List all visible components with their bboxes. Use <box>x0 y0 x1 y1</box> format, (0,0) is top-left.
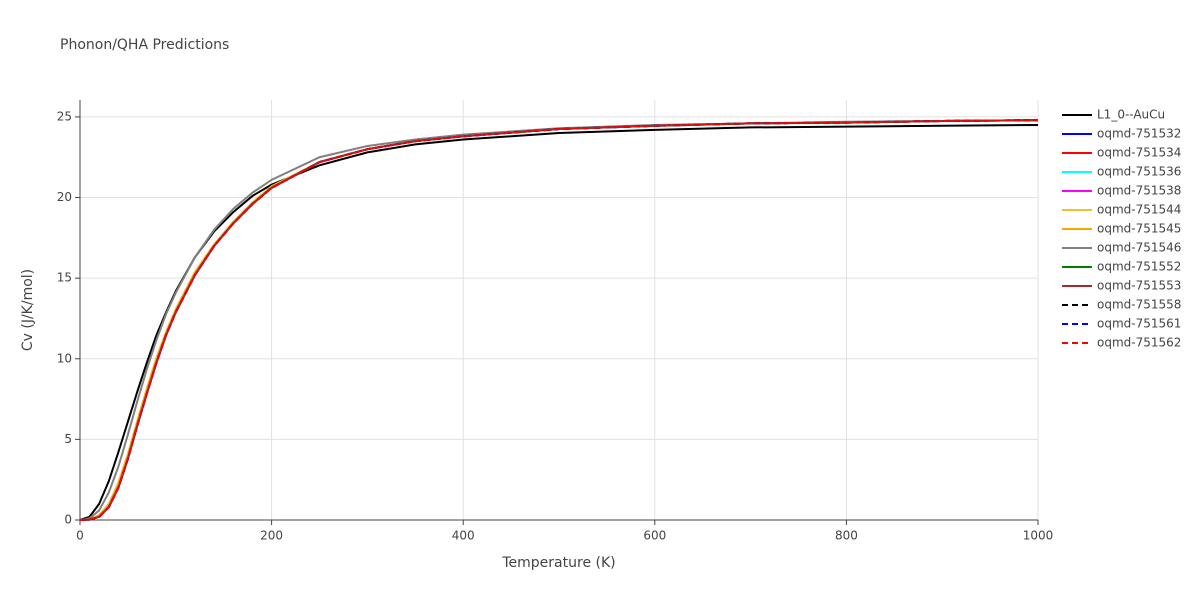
x-tick-label: 1000 <box>1023 529 1054 543</box>
legend-label: oqmd-751553 <box>1097 279 1181 293</box>
series-line <box>79 123 1039 521</box>
series-line <box>79 119 1039 521</box>
x-tick-label: 400 <box>452 529 475 543</box>
x-tick-label: 800 <box>835 529 858 543</box>
y-tick-label: 10 <box>57 351 72 365</box>
series-line <box>79 119 1039 521</box>
series-line <box>79 119 1039 521</box>
series-line <box>79 119 1039 521</box>
y-tick-label: 5 <box>64 432 72 446</box>
series-line <box>79 119 1039 521</box>
legend-label: L1_0--AuCu <box>1097 108 1165 122</box>
series-line <box>79 119 1039 521</box>
legend-label: oqmd-751552 <box>1097 260 1181 274</box>
series-line <box>79 119 1039 521</box>
series-line <box>79 119 1039 521</box>
legend-label: oqmd-751532 <box>1097 127 1181 141</box>
legend-label: oqmd-751534 <box>1097 146 1181 160</box>
series-line <box>79 119 1039 521</box>
legend-label: oqmd-751536 <box>1097 165 1181 179</box>
x-tick-label: 0 <box>76 529 84 543</box>
legend-label: oqmd-751561 <box>1097 317 1181 331</box>
legend-label: oqmd-751546 <box>1097 241 1181 255</box>
legend-label: oqmd-751538 <box>1097 184 1181 198</box>
x-axis-title: Temperature (K) <box>501 555 615 571</box>
chart-title: Phonon/QHA Predictions <box>60 37 229 53</box>
series-line <box>79 119 1039 521</box>
y-tick-label: 20 <box>57 190 72 204</box>
legend-label: oqmd-751558 <box>1097 298 1181 312</box>
legend-label: oqmd-751544 <box>1097 203 1181 217</box>
legend-label: oqmd-751562 <box>1097 336 1181 350</box>
y-axis-title: Cv (J/K/mol) <box>20 269 36 351</box>
y-tick-label: 15 <box>57 271 72 285</box>
x-tick-label: 200 <box>260 529 283 543</box>
x-tick-label: 600 <box>643 529 666 543</box>
y-tick-label: 25 <box>57 109 72 123</box>
legend-label: oqmd-751545 <box>1097 222 1181 236</box>
y-tick-label: 0 <box>64 513 72 527</box>
series-line <box>79 119 1039 521</box>
series-line <box>79 119 1039 521</box>
